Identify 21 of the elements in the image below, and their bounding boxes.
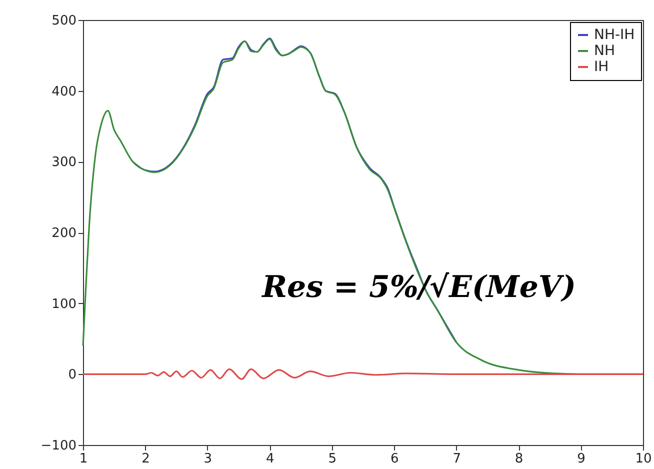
x-tick-label: 1 — [79, 452, 88, 466]
legend-label: NH — [594, 43, 615, 59]
x-tick-label: 6 — [390, 452, 399, 466]
line-series — [82, 368, 644, 380]
y-tick-label: 400 — [52, 84, 76, 100]
y-tick-label: 300 — [52, 155, 76, 170]
x-tick-label: 3 — [204, 452, 212, 466]
y-tick-label: 100 — [52, 296, 76, 312]
legend-label: IH — [594, 59, 609, 75]
y-tick-label: 200 — [52, 226, 76, 241]
y-tick-label: 0 — [68, 368, 76, 383]
x-tick-label: 8 — [514, 452, 524, 466]
x-tick-label: 5 — [328, 452, 337, 466]
y-tick-label: −100 — [40, 438, 76, 454]
x-tick-label: 9 — [577, 452, 586, 466]
y-tick-label: 500 — [52, 14, 76, 28]
x-tick-label: 2 — [142, 452, 150, 466]
x-tick-label: 10 — [635, 452, 652, 466]
x-tick-label: 4 — [266, 452, 274, 466]
legend-label: NH-IH — [594, 27, 635, 43]
x-tick-label: 7 — [452, 452, 461, 466]
